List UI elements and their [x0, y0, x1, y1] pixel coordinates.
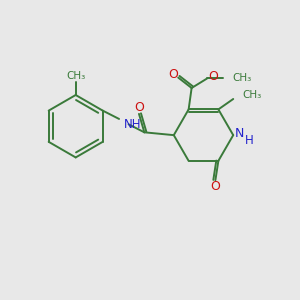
- Text: NH: NH: [124, 118, 141, 131]
- Text: O: O: [168, 68, 178, 80]
- Text: H: H: [245, 134, 254, 147]
- Text: O: O: [134, 101, 144, 114]
- Text: CH₃: CH₃: [243, 90, 262, 100]
- Text: O: O: [211, 180, 220, 193]
- Text: CH₃: CH₃: [66, 71, 85, 81]
- Text: N: N: [235, 127, 244, 140]
- Text: CH₃: CH₃: [232, 74, 252, 83]
- Text: O: O: [209, 70, 218, 83]
